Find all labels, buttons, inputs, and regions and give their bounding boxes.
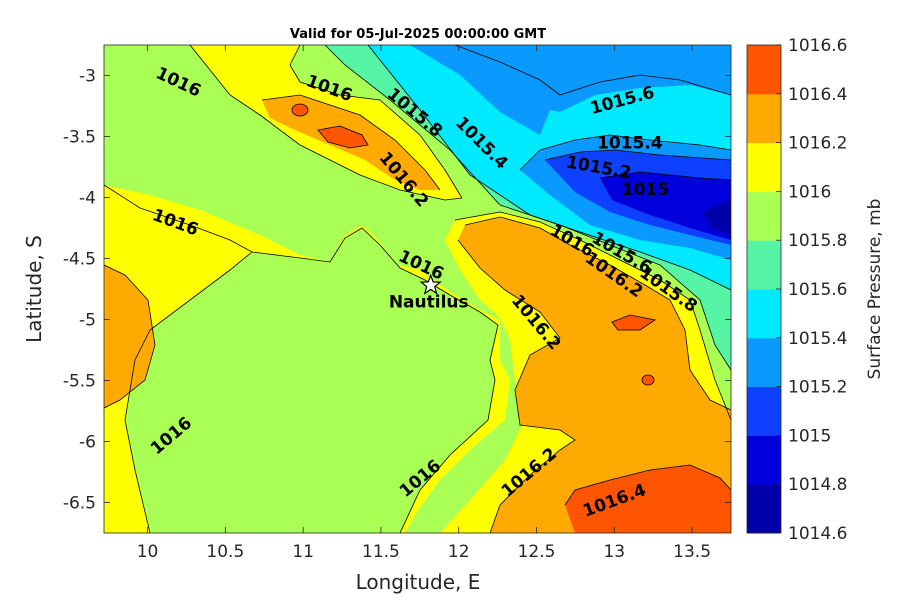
- colorbar-tick-label: 1015: [788, 426, 831, 446]
- plot-frame: [103, 44, 732, 534]
- colorbar-swatch: [747, 240, 781, 290]
- filled-region-1015-8-interior: [125, 228, 498, 533]
- chart-title: Valid for 05-Jul-2025 00:00:00 GMT: [290, 27, 546, 42]
- x-tick-label: 12: [448, 542, 470, 562]
- station-marker: Nautilus: [389, 273, 469, 312]
- y-tick-label: -6.5: [63, 494, 96, 514]
- contour-label: 1015: [622, 180, 669, 200]
- colorbar-tick-label: 1016: [788, 182, 831, 202]
- filled-region-1014-6: [703, 200, 731, 235]
- filled-region-1015-2-top: [455, 45, 731, 95]
- y-tick-label: -4: [79, 189, 96, 209]
- colorbar-tick-label: 1015.8: [788, 231, 847, 251]
- x-tick-label: 13: [603, 542, 625, 562]
- filled-region-1016-w: [104, 185, 250, 533]
- colorbar-swatch: [747, 142, 781, 192]
- x-tick-label: 13.5: [673, 542, 711, 562]
- y-tick-label: -4.5: [63, 250, 96, 270]
- star-icon: [419, 273, 442, 295]
- colorbar-swatch: [747, 45, 781, 95]
- colorbar-swatch: [747, 337, 781, 388]
- colorbar-tick-label: 1015.6: [788, 280, 847, 300]
- y-tick-label: -3: [79, 67, 96, 87]
- y-tick-label: -5.5: [63, 372, 96, 392]
- filled-region-1016-4-north-dot: [292, 104, 308, 116]
- colorbar-tick-label: 1015.4: [788, 329, 847, 349]
- x-tick-label: 11: [292, 542, 314, 562]
- filled-region-1016-2-west: [104, 265, 155, 408]
- colorbar-swatch: [747, 435, 781, 485]
- colorbar-tick-label: 1014.8: [788, 475, 847, 495]
- x-axis-label: Longitude, E: [356, 570, 481, 594]
- contour-plot-area: 1016 1016 1015.81015.41015.61015.41015.210…: [104, 45, 731, 533]
- y-tick-label: -6: [79, 433, 96, 453]
- station-label: Nautilus: [389, 292, 469, 312]
- filled-region-1016-4-se: [565, 465, 731, 533]
- y-tick-label: -3.5: [63, 128, 96, 148]
- filled-region-1016-4-spot: [612, 315, 655, 330]
- filled-region-1016-4-dot: [642, 375, 654, 385]
- contour-label: 1015.4: [597, 134, 663, 154]
- colorbar-tick-label: 1016.4: [788, 85, 847, 105]
- colorbar-swatch: [747, 289, 781, 339]
- y-axis-ticks: -3 -3.5 -4 -4.5 -5 -5.5 -6 -6.5: [63, 67, 731, 514]
- x-tick-label: 11.5: [362, 542, 400, 562]
- colorbar-tick-label: 1016.2: [788, 134, 847, 154]
- colorbar-swatch: [747, 93, 781, 144]
- colorbar-swatch: [747, 386, 781, 436]
- colorbar-tick-label: 1014.6: [788, 524, 847, 544]
- colorbar-tick-label: 1016.6: [788, 36, 847, 56]
- x-tick-label: 12.5: [518, 542, 556, 562]
- colorbar-tick-label: 1015.2: [788, 378, 847, 398]
- x-tick-label: 10: [137, 542, 159, 562]
- colorbar-swatch: [747, 484, 781, 534]
- y-axis-label: Latitude, S: [22, 235, 46, 343]
- colorbar: 1014.6 1014.8 1015 1015.2 1015.4 1015.6 1015.8…: [746, 36, 847, 544]
- y-tick-label: -5: [79, 311, 96, 331]
- x-axis-ticks: 10 10.5 11 11.5 12 12.5 13 13.5: [137, 45, 711, 562]
- filled-region-1014-8: [600, 172, 731, 240]
- colorbar-label: Surface Pressure, mb: [865, 199, 885, 380]
- x-tick-label: 10.5: [206, 542, 244, 562]
- contour-isolines: [104, 45, 731, 533]
- colorbar-swatch: [747, 191, 781, 241]
